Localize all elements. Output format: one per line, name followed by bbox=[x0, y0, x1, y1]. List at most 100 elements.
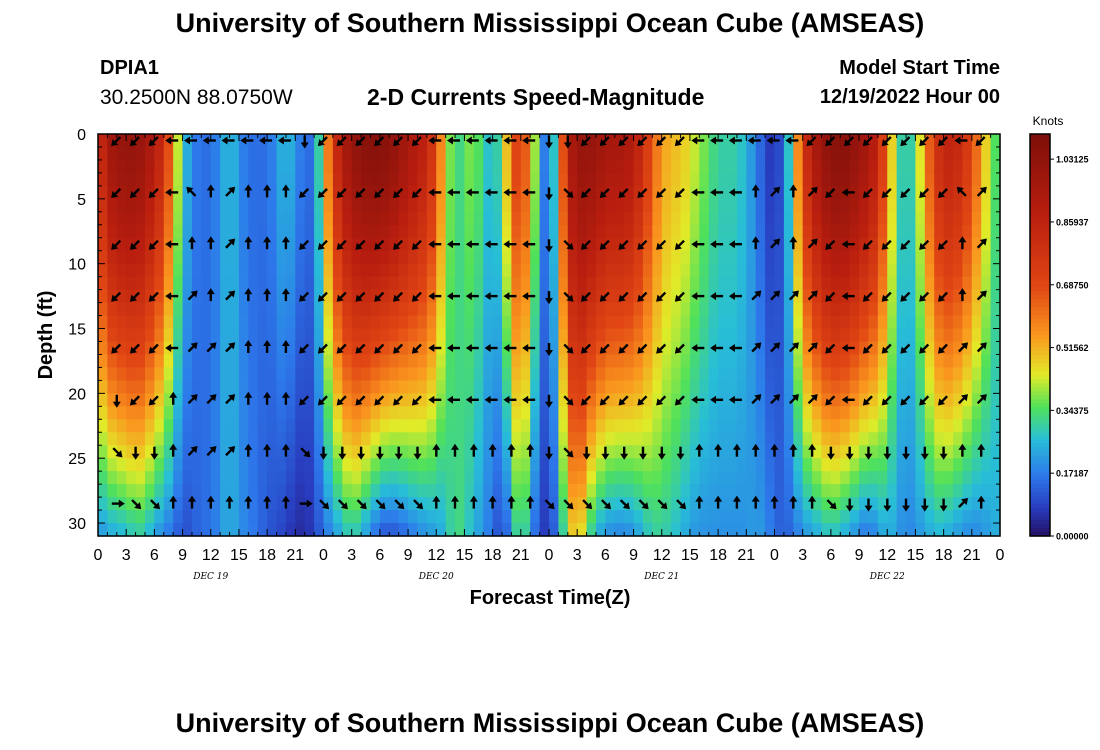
heatmap-cell bbox=[445, 432, 456, 446]
current-arrow-head bbox=[374, 346, 382, 354]
heatmap-cell bbox=[934, 497, 945, 511]
heatmap-cell bbox=[295, 134, 306, 148]
heatmap-cell bbox=[163, 211, 174, 226]
colorbar: Knots 1.031250.859370.687500.515620.3437… bbox=[1029, 114, 1089, 542]
heatmap-cell bbox=[605, 458, 616, 472]
heatmap-cell bbox=[492, 263, 503, 278]
heatmap-cell bbox=[990, 302, 1001, 317]
heatmap-cell bbox=[285, 497, 296, 511]
current-arrow-head bbox=[355, 294, 363, 302]
heatmap-cell bbox=[906, 341, 917, 356]
heatmap-cell bbox=[267, 211, 278, 226]
heatmap-cell bbox=[689, 172, 700, 187]
heatmap-cell bbox=[934, 406, 945, 420]
current-arrow-shaft bbox=[189, 189, 197, 197]
heatmap-cell bbox=[746, 237, 757, 252]
heatmap-cell bbox=[267, 198, 278, 213]
heatmap-cell bbox=[436, 250, 447, 265]
current-arrow-head bbox=[209, 394, 217, 402]
current-arrow-shaft bbox=[884, 343, 892, 351]
x-tick-label: 18 bbox=[935, 547, 953, 564]
current-arrow-shaft bbox=[563, 291, 571, 300]
heatmap-cell bbox=[408, 302, 419, 317]
current-arrow-head bbox=[977, 495, 986, 502]
current-arrow bbox=[728, 240, 742, 249]
current-arrow-head bbox=[900, 346, 908, 354]
heatmap-cell bbox=[332, 354, 343, 369]
heatmap-cell bbox=[689, 484, 700, 498]
current-arrow-head bbox=[960, 394, 969, 402]
current-arrow-shaft bbox=[658, 239, 667, 248]
heatmap-cell bbox=[520, 315, 531, 330]
heatmap-cell bbox=[971, 276, 982, 291]
current-arrow-head bbox=[547, 502, 555, 510]
heatmap-cell bbox=[971, 263, 982, 278]
heatmap-cell bbox=[783, 250, 794, 265]
heatmap-cell bbox=[953, 432, 964, 446]
heatmap-cell bbox=[859, 276, 870, 291]
current-arrow bbox=[484, 395, 498, 404]
current-arrow-head bbox=[841, 292, 848, 301]
heatmap-cell bbox=[962, 198, 973, 213]
heatmap-cell bbox=[633, 432, 644, 446]
heatmap-cell bbox=[342, 393, 353, 407]
heatmap-cell bbox=[924, 432, 935, 446]
current-arrow-shaft bbox=[151, 343, 159, 351]
heatmap-cell bbox=[887, 185, 898, 200]
heatmap-cell bbox=[238, 224, 249, 239]
heatmap-cell bbox=[361, 250, 372, 265]
heatmap-cell bbox=[652, 159, 663, 174]
current-arrow bbox=[428, 188, 442, 197]
heatmap-cell bbox=[746, 302, 757, 317]
heatmap-cell bbox=[699, 419, 710, 433]
heatmap-cell bbox=[549, 432, 559, 446]
heatmap-cell bbox=[586, 302, 597, 317]
heatmap-cell bbox=[765, 224, 776, 239]
current-arrow-head bbox=[244, 288, 253, 295]
current-arrow bbox=[825, 395, 836, 406]
heatmap-cell bbox=[783, 224, 794, 239]
heatmap-cell bbox=[389, 497, 400, 511]
x-axis-label: Forecast Time(Z) bbox=[470, 587, 631, 609]
current-arrow-head bbox=[754, 290, 762, 298]
current-arrow bbox=[393, 188, 404, 199]
current-arrow-shaft bbox=[339, 136, 347, 144]
heatmap-cell bbox=[934, 302, 945, 317]
heatmap-cell bbox=[746, 354, 757, 369]
heatmap-cell bbox=[671, 471, 682, 485]
heatmap-cell bbox=[962, 380, 973, 394]
heatmap-cell bbox=[577, 211, 588, 226]
current-arrow-head bbox=[864, 505, 873, 512]
heatmap-cell bbox=[577, 523, 588, 537]
current-arrow-shaft bbox=[414, 395, 422, 403]
current-arrow-shaft bbox=[770, 189, 778, 197]
colorbar-gradient bbox=[1030, 134, 1050, 537]
heatmap-cell bbox=[642, 185, 653, 200]
current-arrow-head bbox=[428, 240, 435, 249]
heatmap-cell bbox=[163, 419, 174, 433]
heatmap-cell bbox=[182, 172, 193, 187]
heatmap-cell bbox=[144, 263, 155, 278]
heatmap-cell bbox=[173, 198, 184, 213]
heatmap-cell bbox=[304, 263, 315, 278]
heatmap-cell bbox=[849, 211, 860, 226]
heatmap-cell bbox=[755, 354, 766, 369]
colorbar-cell bbox=[1030, 170, 1050, 175]
heatmap-cell bbox=[210, 289, 221, 304]
heatmap-cell bbox=[135, 159, 146, 174]
heatmap-cell bbox=[304, 328, 315, 343]
heatmap-cell bbox=[144, 276, 155, 291]
heatmap-cell bbox=[144, 354, 155, 369]
heatmap-cell bbox=[783, 393, 794, 407]
colorbar-cell bbox=[1030, 222, 1050, 228]
current-arrow bbox=[695, 495, 704, 509]
heatmap-cell bbox=[859, 523, 870, 537]
heatmap-cell bbox=[774, 159, 785, 174]
heatmap-cell bbox=[953, 302, 964, 317]
heatmap-cell bbox=[191, 146, 202, 161]
heatmap-cell bbox=[896, 484, 907, 498]
current-arrow bbox=[522, 395, 536, 404]
heatmap-cell bbox=[727, 276, 738, 291]
heatmap-cell bbox=[464, 419, 475, 433]
heatmap-cell bbox=[624, 159, 635, 174]
